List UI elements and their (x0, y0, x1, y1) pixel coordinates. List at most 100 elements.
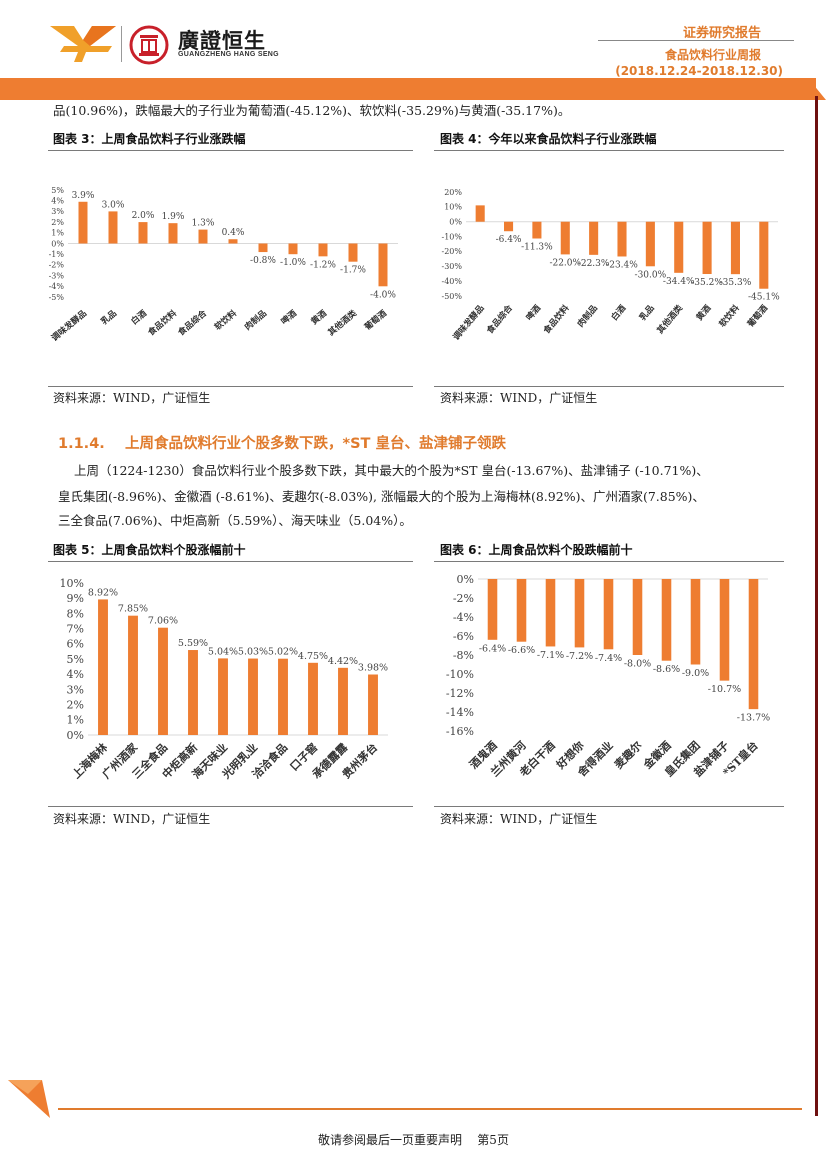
bar (128, 615, 138, 735)
y-tick-label: -4% (49, 282, 65, 291)
bar (645, 221, 655, 267)
data-label: 3.98% (358, 663, 388, 674)
data-label: 4.42% (328, 656, 358, 667)
y-tick-label: -14% (446, 706, 474, 719)
data-label: -8.6% (653, 664, 680, 675)
y-tick-label: -12% (446, 687, 474, 700)
y-tick-label: 20% (444, 188, 462, 197)
data-label: -23.4% (606, 260, 638, 270)
bar (719, 579, 730, 681)
y-tick-label: 0% (449, 218, 462, 227)
y-tick-label: -40% (442, 277, 463, 286)
bar (168, 223, 178, 244)
y-tick-label: 10% (60, 577, 84, 590)
data-label: -22.3% (578, 259, 610, 269)
bar (748, 579, 759, 710)
bar (198, 229, 208, 244)
data-label: -1.0% (280, 258, 306, 268)
y-tick-label: 0% (67, 729, 84, 742)
bar (248, 658, 258, 735)
y-tick-label: -1% (49, 250, 65, 259)
y-tick-label: -10% (442, 232, 463, 241)
bar (78, 201, 88, 244)
data-label: 3.9% (72, 191, 95, 201)
data-label: -13.7% (737, 713, 770, 724)
y-tick-label: 6% (67, 638, 84, 651)
category-label: 乳品 (99, 308, 119, 328)
bar (188, 650, 198, 735)
bar (632, 579, 643, 655)
figure4-top-rule (434, 150, 784, 151)
figure6-chart: 0%-2%-4%-6%-8%-10%-12%-14%-16%-6.4%酒鬼酒-6… (446, 573, 770, 780)
bar (516, 579, 527, 642)
figure3-chart: 5% 4%3% 2% 1%0% -1% -2%-3% -4% -5% 3.9% 调味发酵品 3.0%… (49, 186, 398, 344)
data-label: 7.06% (148, 616, 178, 627)
bar (348, 243, 358, 262)
bar (504, 221, 514, 232)
y-tick-label: 2% (67, 698, 84, 711)
bar (661, 579, 672, 661)
data-label: 5.59% (178, 638, 208, 649)
bar (108, 211, 118, 244)
category-label: 其他酒类 (326, 308, 359, 339)
y-tick-label: 2% (51, 218, 64, 227)
data-label: 8.92% (88, 587, 118, 598)
y-tick-label: 1% (67, 714, 84, 727)
category-label: 黄酒 (694, 302, 714, 322)
bar (158, 627, 168, 735)
header-orange-band (0, 78, 816, 100)
data-label: -7.4% (595, 653, 622, 664)
category-label: 啤酒 (279, 308, 299, 328)
figure5-title: 图表 5：上周食品饮料个股涨幅前十 (53, 543, 246, 557)
bar (218, 658, 228, 735)
bar (98, 599, 108, 735)
category-label: 麦趣尔 (611, 738, 644, 771)
y-tick-label: -50% (442, 292, 463, 301)
figure6-source: 资料来源：WIND，广证恒生 (440, 812, 598, 826)
category-label: 乳品 (637, 302, 657, 322)
bar (258, 243, 268, 253)
bar (338, 667, 348, 735)
data-label: -8.0% (624, 659, 651, 670)
y-tick-label: 4% (67, 668, 84, 681)
data-label: 1.9% (162, 212, 185, 222)
category-label: 食品综合 (176, 308, 209, 339)
data-label: -34.4% (663, 277, 695, 287)
figure5-source: 资料来源：WIND，广证恒生 (53, 812, 211, 826)
figure4-source: 资料来源：WIND，广证恒生 (440, 391, 598, 405)
report-date-range: (2018.12.24-2018.12.30) (615, 64, 783, 78)
footer-rule (58, 1108, 802, 1110)
y-tick-label: -10% (446, 668, 474, 681)
section-line-2: 皇氏集团(-8.96%)、金徽酒 (-8.61%)、麦趣尔(-8.03%), 涨… (58, 489, 705, 504)
section-heading: 1.1.4. 上周食品饮料行业个股多数下跌，*ST 皇台、盐津铺子领跌 (58, 436, 506, 452)
data-label: -35.2% (691, 278, 723, 288)
data-label: 3.0% (102, 200, 125, 210)
bar (308, 662, 318, 735)
section-line-3: 三全食品(7.06%)、中炬高新（5.59%）、海天味业（5.04%）。 (58, 513, 412, 528)
data-label: -1.7% (340, 266, 366, 276)
figure5-bottom-rule (48, 806, 413, 807)
bar (378, 243, 388, 287)
category-label: 黄酒 (309, 308, 329, 328)
y-tick-label: -16% (446, 725, 474, 738)
bar (545, 579, 556, 647)
y-tick-label: 0% (51, 239, 64, 248)
y-tick-label: 3% (67, 683, 84, 696)
category-label: 其他酒类 (655, 302, 686, 335)
bar (487, 579, 498, 640)
data-label: -7.1% (537, 650, 564, 661)
category-label: 软饮料 (212, 308, 239, 333)
category-label: 食品饮料 (146, 308, 179, 339)
header-band-tip (808, 78, 826, 100)
logo-divider (121, 26, 122, 62)
data-label: 5.02% (268, 647, 298, 658)
y-tick-label: 0% (457, 573, 474, 586)
y-tick-label: -5% (49, 293, 65, 302)
figure4-chart: 20%10%0%-10%-20%-30%-40%-50%11.0%调味发酵品-6… (442, 188, 781, 343)
bar (702, 221, 712, 275)
category-label: 葡萄酒 (745, 302, 771, 330)
data-label: 4.75% (298, 651, 328, 662)
figure3-bottom-rule (48, 386, 413, 387)
bar (603, 579, 614, 650)
logo-name-en: GUANGZHENG HANG SENG (178, 51, 279, 58)
